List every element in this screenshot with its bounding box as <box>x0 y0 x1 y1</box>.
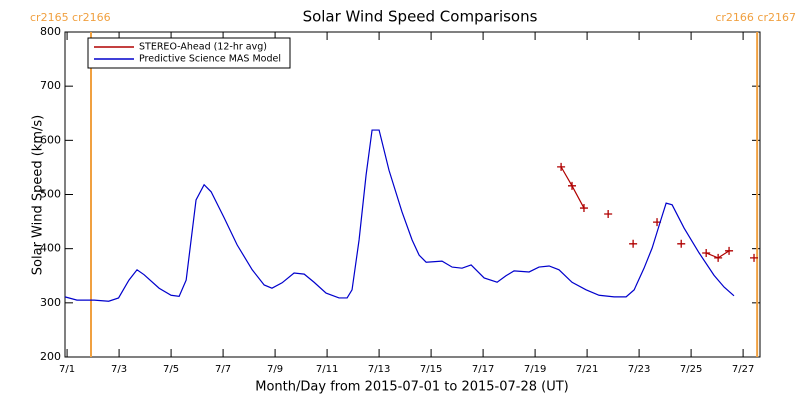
y-tick-label: 500 <box>40 188 61 201</box>
carrington-label: cr2166 cr2167 <box>715 11 796 24</box>
data-point <box>714 253 723 262</box>
x-axis-title: Month/Day from 2015-07-01 to 2015-07-28 … <box>255 380 568 395</box>
legend-label: Predictive Science MAS Model <box>139 54 281 65</box>
carrington-label: cr2165 cr2166 <box>30 11 111 24</box>
data-point <box>557 162 566 171</box>
y-tick-label: 400 <box>40 242 61 255</box>
x-tick-label: 7/1 <box>59 364 75 375</box>
x-tick-label: 7/7 <box>215 364 231 375</box>
data-point <box>702 249 711 257</box>
legend-label: STEREO-Ahead (12-hr avg) <box>139 42 267 53</box>
data-point <box>579 204 588 213</box>
x-tick-label: 7/23 <box>628 364 650 375</box>
y-tick-label: 800 <box>40 25 61 38</box>
y-tick-label: 200 <box>40 350 61 363</box>
y-tick-label: 300 <box>40 296 61 309</box>
data-point <box>725 246 734 255</box>
data-point <box>629 239 638 248</box>
x-tick-label: 7/3 <box>111 364 127 375</box>
x-tick-label: 7/17 <box>472 364 494 375</box>
x-tick-label: 7/21 <box>576 364 598 375</box>
legend-box <box>87 37 291 69</box>
y-tick-label: 600 <box>40 133 61 146</box>
x-tick-label: 7/9 <box>267 364 283 375</box>
data-point <box>604 210 613 218</box>
y-tick-label: 700 <box>40 79 61 92</box>
data-point <box>568 181 577 190</box>
x-tick-label: 7/19 <box>524 364 546 375</box>
data-point <box>677 239 686 248</box>
x-tick-label: 7/11 <box>316 364 338 375</box>
x-tick-label: 7/13 <box>368 364 390 375</box>
x-tick-label: 7/15 <box>420 364 442 375</box>
x-tick-label: 7/5 <box>163 364 179 375</box>
data-point <box>750 253 759 262</box>
series-line <box>64 129 735 302</box>
x-tick-label: 7/25 <box>680 364 702 375</box>
x-tick-label: 7/27 <box>732 364 754 375</box>
y-axis-title: Solar Wind Speed (km/s) <box>31 115 46 275</box>
chart-title: Solar Wind Speed Comparisons <box>303 8 538 26</box>
